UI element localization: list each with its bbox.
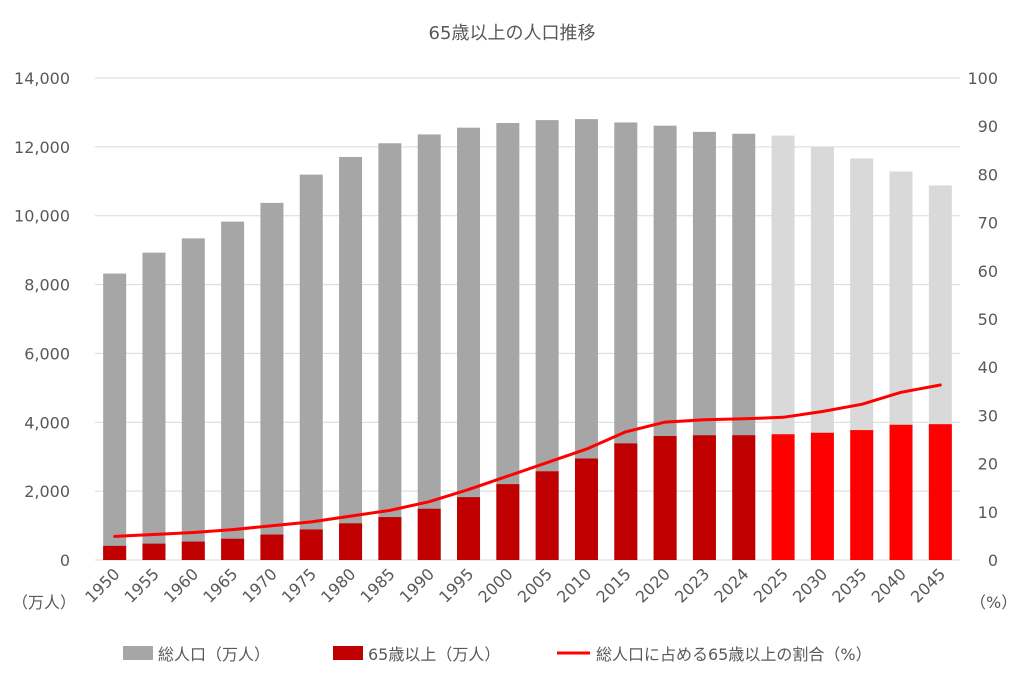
elderly-population-bar — [496, 484, 520, 560]
y-right-tick-label: 50 — [978, 310, 998, 329]
total-population-bar — [417, 134, 441, 561]
total-population-bar — [496, 122, 520, 561]
x-tick-label: 2040 — [868, 564, 910, 606]
x-tick-label: 1960 — [160, 564, 202, 606]
total-population-bar — [378, 143, 402, 561]
x-tick-label: 2030 — [789, 564, 831, 606]
elderly-population-bar — [692, 435, 716, 560]
y-left-tick-label: 0 — [60, 551, 70, 570]
elderly-population-bar — [810, 432, 834, 560]
x-tick-label: 2005 — [514, 564, 556, 606]
y-right-tick-label: 0 — [988, 551, 998, 570]
total-population-bar — [339, 156, 363, 561]
x-tick-label: 2025 — [750, 564, 792, 606]
elderly-population-bar — [574, 458, 598, 560]
elderly-population-bar — [653, 435, 677, 560]
x-tick-label: 2020 — [632, 564, 674, 606]
y-right-tick-label: 90 — [978, 117, 998, 136]
chart-title: 65歳以上の人口推移 — [429, 23, 596, 44]
elderly-population-bar — [260, 534, 284, 560]
total-population-bar — [535, 120, 559, 560]
elderly-population-bar — [850, 430, 874, 560]
legend-swatch-total — [123, 646, 153, 660]
x-tick-label: 2015 — [592, 564, 634, 606]
elderly-population-bar — [181, 541, 205, 560]
x-tick-label: 1985 — [356, 564, 398, 606]
legend-swatch-elderly — [333, 646, 363, 660]
elderly-population-bar — [221, 538, 245, 560]
elderly-population-bar — [928, 424, 952, 560]
x-tick-label: 1995 — [435, 564, 477, 606]
x-tick-label: 1975 — [278, 564, 320, 606]
right-axis-unit: （%） — [970, 593, 1017, 612]
elderly-population-bar — [889, 424, 913, 560]
ratio-line-group — [113, 383, 942, 538]
elderly-population-bar — [732, 435, 756, 560]
left-axis-ticks: 0 2,000 4,000 6,000 8,000 10,000 12,000 14,000 — [14, 69, 70, 570]
elderly-population-bar — [142, 543, 166, 560]
elderly-population-bar — [103, 545, 127, 560]
elderly-population-bars — [103, 424, 952, 560]
y-left-tick-label: 10,000 — [14, 207, 70, 226]
y-right-tick-label: 10 — [978, 503, 998, 522]
total-population-bar — [103, 273, 127, 560]
y-left-tick-label: 12,000 — [14, 138, 70, 157]
y-right-tick-label: 30 — [978, 406, 998, 425]
x-tick-label: 1970 — [239, 564, 281, 606]
x-tick-label: 1950 — [81, 564, 123, 606]
elderly-population-bar — [299, 529, 323, 560]
x-tick-label: 1965 — [199, 564, 241, 606]
legend: 総人口（万人） 65歳以上（万人） 総人口に占める65歳以上の割合（%） — [123, 645, 872, 664]
elderly-population-bar — [771, 434, 795, 560]
x-tick-label: 2024 — [710, 564, 752, 606]
legend-label-total: 総人口（万人） — [158, 645, 270, 664]
ratio-line — [113, 383, 942, 538]
total-population-bar — [299, 174, 323, 560]
elderly-population-bar — [378, 517, 402, 560]
x-tick-label: 2023 — [671, 564, 713, 606]
y-right-tick-label: 40 — [978, 358, 998, 377]
x-tick-label: 2010 — [553, 564, 595, 606]
elderly-population-bar — [457, 497, 481, 560]
right-axis-ticks: 0 10 20 30 40 50 60 70 80 90 100 — [967, 69, 998, 570]
x-tick-label: 2045 — [907, 564, 949, 606]
total-population-bar — [260, 202, 284, 560]
y-left-tick-label: 8,000 — [24, 276, 70, 295]
y-left-tick-label: 14,000 — [14, 69, 70, 88]
elderly-population-bar — [339, 523, 363, 560]
y-left-tick-label: 4,000 — [24, 413, 70, 432]
legend-label-elderly: 65歳以上（万人） — [368, 645, 500, 664]
elderly-population-bar — [535, 471, 559, 560]
y-left-tick-label: 2,000 — [24, 482, 70, 501]
total-population-bar — [221, 221, 245, 561]
x-tick-label: 1955 — [121, 564, 163, 606]
x-tick-label: 1980 — [317, 564, 359, 606]
y-right-tick-label: 70 — [978, 214, 998, 233]
y-right-tick-label: 20 — [978, 455, 998, 474]
y-right-tick-label: 80 — [978, 165, 998, 184]
left-axis-unit: （万人） — [12, 593, 76, 612]
x-tick-label: 2035 — [828, 564, 870, 606]
total-population-bar — [457, 127, 481, 561]
elderly-population-bar — [614, 443, 638, 560]
y-left-tick-label: 6,000 — [24, 344, 70, 363]
total-population-bar — [181, 238, 205, 560]
elderly-population-bar — [417, 508, 441, 560]
x-axis-ticks: 1950195519601965197019751980198519901995… — [81, 564, 949, 606]
x-tick-label: 2000 — [474, 564, 516, 606]
y-right-tick-label: 60 — [978, 262, 998, 281]
x-tick-label: 1990 — [396, 564, 438, 606]
y-right-tick-label: 100 — [967, 69, 998, 88]
legend-label-ratio: 総人口に占める65歳以上の割合（%） — [596, 645, 872, 664]
total-population-bar — [142, 252, 166, 561]
